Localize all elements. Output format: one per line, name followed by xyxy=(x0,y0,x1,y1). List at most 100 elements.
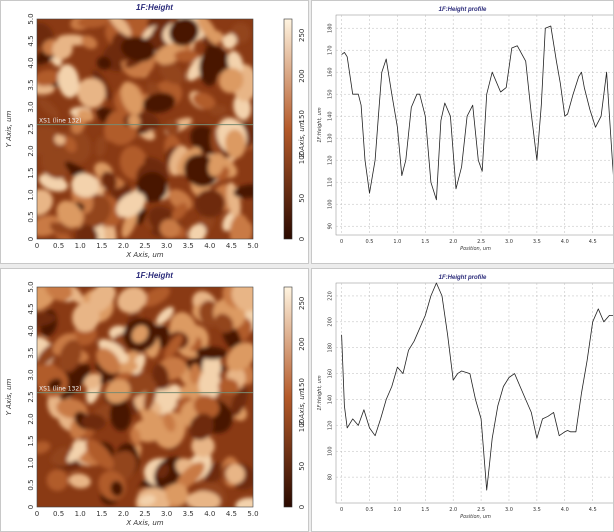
x-tick-label: 2.5 xyxy=(477,239,485,245)
afm-grain xyxy=(174,49,200,63)
afm-grain xyxy=(226,342,253,372)
afm-grain xyxy=(37,97,60,118)
y-tick-label: 120 xyxy=(328,421,334,431)
afm-grain xyxy=(77,109,94,122)
x-tick-label: 4.0 xyxy=(561,507,569,513)
afm-grain xyxy=(37,69,60,87)
afm-grain xyxy=(208,153,225,177)
x-tick-label: 2.0 xyxy=(118,242,129,250)
afm-grain xyxy=(54,134,66,145)
x-tick-label: 4.0 xyxy=(204,510,215,518)
afm-grain xyxy=(163,412,176,432)
y-tick-label: 130 xyxy=(328,133,334,143)
afm-grain xyxy=(52,38,73,60)
afm-grain xyxy=(129,427,141,445)
colorbar-label: Z Axis, um xyxy=(298,120,306,158)
afm-image-title: 1F:Height xyxy=(136,3,173,12)
afm-grain xyxy=(142,92,176,114)
afm-grain xyxy=(105,379,131,404)
colorbar-label: Z Axis, um xyxy=(298,388,306,426)
afm-grain xyxy=(77,19,111,29)
x-axis-label: Position, um xyxy=(460,246,491,252)
afm-grain xyxy=(132,111,160,131)
afm-grain xyxy=(81,35,98,50)
y-tick-label: 100 xyxy=(328,446,334,456)
x-tick-label: 0 xyxy=(340,507,343,513)
afm-grains xyxy=(37,19,253,239)
y-tick-label: 170 xyxy=(328,45,334,55)
colorbar-tick-label: 50 xyxy=(298,194,306,203)
afm-grain xyxy=(159,219,180,239)
y-tick-label: 1.5 xyxy=(27,167,35,178)
afm-grain xyxy=(109,399,131,432)
colorbar-tick-label: 150 xyxy=(298,378,306,391)
afm-image-title: 1F:Height xyxy=(136,271,173,280)
x-tick-label: 4.5 xyxy=(226,242,237,250)
x-tick-label: 0.5 xyxy=(366,239,374,245)
y-tick-label: 200 xyxy=(328,317,334,327)
y-tick-label: 180 xyxy=(328,343,334,353)
x-tick-label: 1.0 xyxy=(393,507,401,513)
x-tick-label: 2.5 xyxy=(139,242,150,250)
afm-grain xyxy=(95,136,107,158)
x-tick-label: 5.0 xyxy=(247,242,258,250)
afm-height-image-top: 0 0.5 1.0 1.5 2.0 2.5 3.0 3.5 4.0 4.5 5.0 0 0.5 1.0 1.… xyxy=(5,13,306,259)
afm-grain xyxy=(59,339,82,372)
afm-grain xyxy=(144,157,166,171)
afm-grain xyxy=(110,480,124,497)
height-profile-chart-top: 0 0.5 1.0 1.5 2.0 2.5 3.0 3.5 4.0 4.5 90 100 110 120 1… xyxy=(317,14,613,252)
afm-grain xyxy=(75,224,98,239)
afm-grain xyxy=(189,413,214,441)
y-tick-label: 1.5 xyxy=(27,435,35,446)
afm-grain xyxy=(209,104,228,116)
afm-grain xyxy=(37,189,53,216)
x-tick-label: 0 xyxy=(35,510,39,518)
x-tick-label: 1.5 xyxy=(96,510,107,518)
y-tick-label: 110 xyxy=(328,177,334,187)
afm-grain xyxy=(57,64,80,98)
y-tick-label: 140 xyxy=(328,111,334,121)
y-tick-label: 160 xyxy=(328,369,334,379)
afm-grain xyxy=(100,171,117,191)
afm-grain xyxy=(71,173,100,198)
y-tick-label: 4.0 xyxy=(27,325,35,336)
afm-grain xyxy=(196,346,227,360)
afm-grain xyxy=(164,120,180,136)
afm-grain xyxy=(229,214,250,239)
y-tick-label: 90 xyxy=(328,223,334,229)
afm-grain xyxy=(136,171,168,203)
y-tick-label: 120 xyxy=(328,155,334,165)
y-tick-label: 4.5 xyxy=(27,303,35,314)
afm-grain xyxy=(37,126,61,156)
afm-grains xyxy=(37,287,253,507)
afm-grain xyxy=(47,378,62,391)
afm-grain xyxy=(83,373,103,390)
afm-grain xyxy=(68,473,91,489)
height-profile-line xyxy=(341,25,613,201)
colorbar-tick-label: 0 xyxy=(298,505,306,509)
x-tick-label: 4.0 xyxy=(204,242,215,250)
x-tick-label: 0 xyxy=(35,242,39,250)
y-axis-label: 1F:Height, um xyxy=(317,375,323,410)
afm-grain xyxy=(218,378,239,395)
x-tick-label: 1.5 xyxy=(96,242,107,250)
afm-grain xyxy=(96,56,112,70)
afm-grain xyxy=(155,306,174,325)
x-tick-label: 1.0 xyxy=(75,242,86,250)
afm-grain xyxy=(96,348,121,374)
x-tick-label: 3.0 xyxy=(505,507,513,513)
afm-grain xyxy=(120,81,144,115)
afm-grain xyxy=(165,483,189,506)
x-tick-label: 1.5 xyxy=(421,239,429,245)
x-tick-label: 1.0 xyxy=(393,239,401,245)
afm-grain xyxy=(117,287,147,313)
colorbar-tick-label: 250 xyxy=(298,29,306,42)
x-tick-label: 1.0 xyxy=(75,510,86,518)
y-tick-label: 1.0 xyxy=(27,457,35,468)
afm-grain xyxy=(222,33,237,49)
afm-grain xyxy=(98,339,129,364)
afm-grain xyxy=(143,380,157,411)
x-tick-label: 0.5 xyxy=(53,242,64,250)
x-axis-label: X Axis, um xyxy=(125,251,163,259)
afm-grain xyxy=(156,464,170,479)
